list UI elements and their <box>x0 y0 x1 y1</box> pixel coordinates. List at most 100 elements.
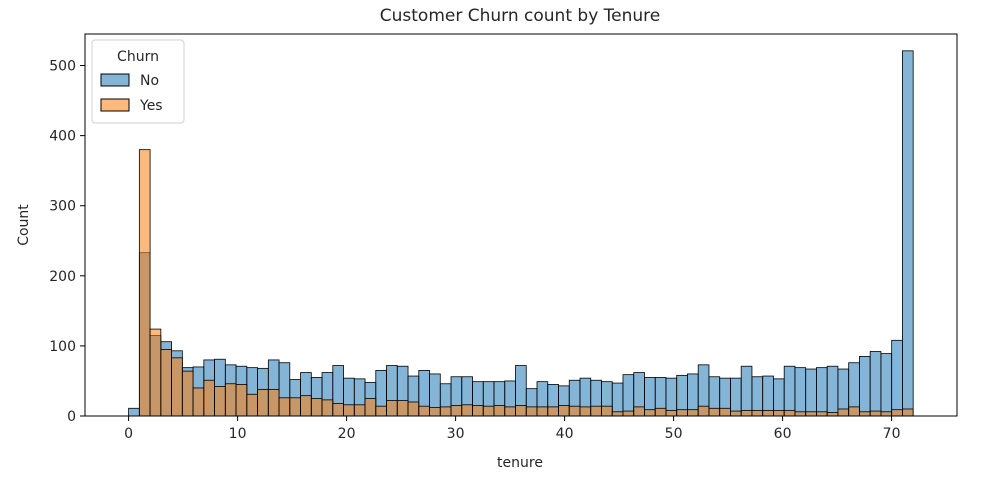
x-tick-label: 60 <box>774 426 792 442</box>
bar-yes <box>515 405 527 417</box>
bar-yes <box>848 406 860 417</box>
bar-no <box>869 351 882 417</box>
bar-no <box>128 407 140 417</box>
y-tick-label: 100 <box>49 339 76 355</box>
bar-yes <box>160 349 172 417</box>
bar-yes <box>482 405 495 417</box>
bar-yes <box>407 401 420 417</box>
legend: Churn No Yes <box>91 39 185 124</box>
bar-yes <box>568 405 581 417</box>
x-tick-label: 70 <box>883 426 901 442</box>
bar-yes <box>504 406 516 417</box>
bar-no <box>783 365 796 417</box>
bar-yes <box>558 405 570 417</box>
bar-yes <box>826 412 839 417</box>
bar-yes <box>343 404 355 417</box>
bar-yes <box>472 405 484 417</box>
bar-no <box>826 365 839 417</box>
legend-title: Churn <box>117 49 159 65</box>
bar-no <box>805 368 817 417</box>
bar-yes <box>730 410 742 417</box>
bar-yes <box>450 405 463 417</box>
bar-yes <box>364 398 377 417</box>
plot-frame <box>84 33 958 417</box>
bar-yes <box>773 409 785 417</box>
y-tick-label: 400 <box>49 129 76 145</box>
y-axis: 0 100 200 300 400 500 <box>49 59 85 425</box>
bar-yes <box>418 405 430 417</box>
bar-yes <box>493 405 506 417</box>
bar-yes <box>590 405 602 417</box>
y-tick-label: 300 <box>49 199 76 215</box>
y-tick-label: 500 <box>49 59 76 75</box>
bar-no <box>622 374 635 417</box>
bar-yes <box>289 397 301 417</box>
bar-yes <box>332 402 344 417</box>
y-tick-label: 200 <box>49 269 76 285</box>
bar-yes <box>611 411 624 417</box>
bar-yes <box>278 397 291 417</box>
bar-no <box>891 339 903 417</box>
bar-yes <box>644 409 656 417</box>
bar-yes <box>525 406 538 417</box>
bar-yes <box>246 393 258 417</box>
bar-yes <box>859 411 871 417</box>
bar-yes <box>654 407 667 417</box>
bar-no <box>740 365 753 417</box>
bar-yes <box>461 404 473 417</box>
bar-yes <box>601 405 613 417</box>
bar-no <box>611 382 624 417</box>
legend-swatch-yes <box>100 98 130 112</box>
bar-yes <box>665 409 678 417</box>
bar-yes <box>762 409 774 417</box>
bar-yes <box>138 149 151 417</box>
bar-yes <box>536 406 549 417</box>
bar-yes <box>310 398 323 417</box>
bar-yes <box>805 411 817 417</box>
bar-yes <box>192 387 205 417</box>
bar-yes <box>439 406 452 417</box>
legend-swatch-no <box>100 73 130 87</box>
bar-yes <box>902 408 914 417</box>
x-tick-label: 20 <box>338 426 356 442</box>
bar-yes <box>751 409 764 417</box>
x-tick-label: 40 <box>556 426 574 442</box>
x-tick-label: 10 <box>229 426 247 442</box>
bar-yes <box>235 384 248 417</box>
bar-yes <box>622 410 635 417</box>
bar-yes <box>816 411 828 417</box>
bar-yes <box>869 410 882 417</box>
bar-yes <box>783 409 796 417</box>
bar-no <box>816 367 828 417</box>
bars-layer <box>128 50 914 417</box>
x-axis: 0 10 20 30 40 50 60 70 <box>124 416 901 442</box>
x-tick-label: 50 <box>665 426 683 442</box>
bar-yes <box>891 409 903 417</box>
bar-yes <box>676 409 688 417</box>
bar-no <box>902 50 914 417</box>
bar-yes <box>203 379 215 417</box>
bar-yes <box>396 400 409 417</box>
bar-yes <box>321 399 334 417</box>
bar-yes <box>181 370 194 417</box>
x-tick-label: 0 <box>124 426 133 442</box>
bar-yes <box>353 404 366 417</box>
bar-yes <box>547 406 559 417</box>
y-tick-label: 0 <box>67 409 76 425</box>
bar-yes <box>375 405 387 417</box>
bar-yes <box>880 411 893 417</box>
bar-yes <box>633 406 645 417</box>
bar-no <box>794 367 807 417</box>
bar-yes <box>697 405 710 417</box>
chart-title: Customer Churn count by Tenure <box>380 6 660 26</box>
legend-label-yes: Yes <box>139 98 163 114</box>
bar-yes <box>267 388 280 417</box>
x-tick-label: 30 <box>447 426 465 442</box>
legend-label-no: No <box>140 73 159 89</box>
bar-yes <box>257 388 269 417</box>
bar-no <box>730 377 742 417</box>
bar-yes <box>214 386 226 417</box>
bar-yes <box>224 383 237 417</box>
